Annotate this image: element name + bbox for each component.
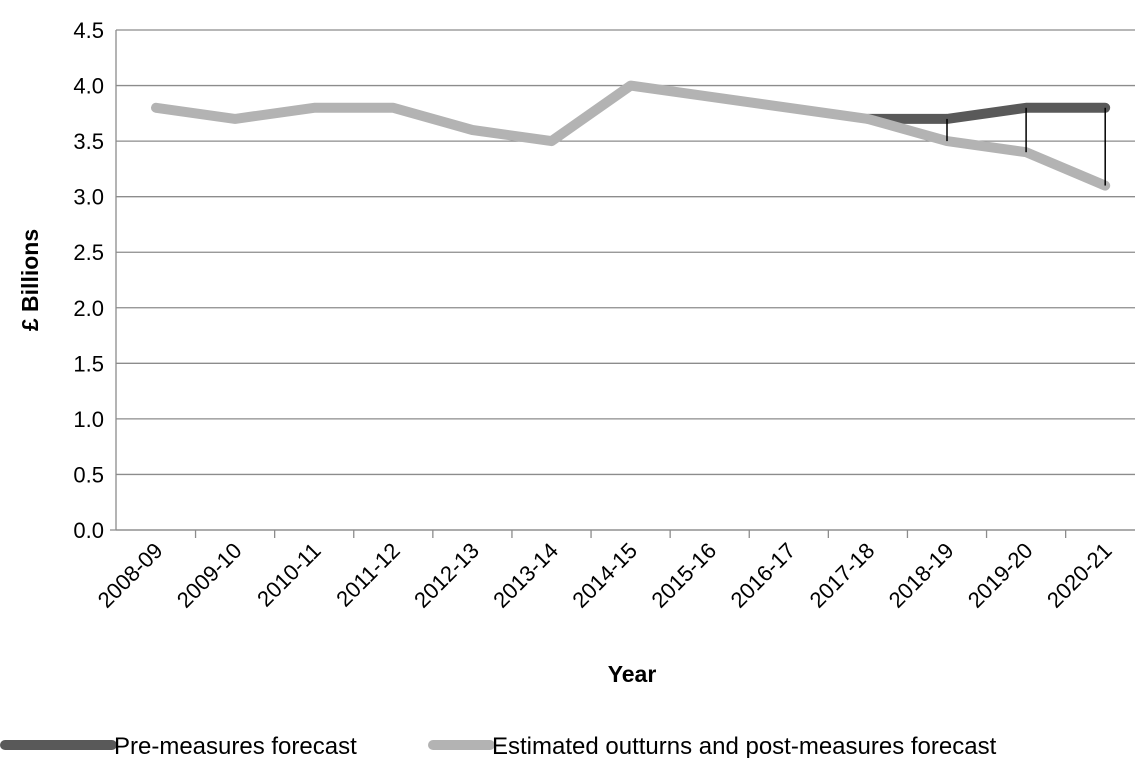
legend-label-2: Estimated outturns and post-measures for… bbox=[492, 733, 997, 758]
series-lines bbox=[151, 80, 1111, 191]
y-tick-label: 2.5 bbox=[73, 240, 104, 265]
y-tick-label: 3.0 bbox=[73, 185, 104, 210]
gap-markers bbox=[946, 107, 1106, 186]
y-tick-label: 1.0 bbox=[73, 407, 104, 432]
x-tick-label: 2014-15 bbox=[567, 538, 642, 613]
y-tick-label: 0.5 bbox=[73, 462, 104, 487]
y-tick-label: 2.0 bbox=[73, 296, 104, 321]
series-line-1 bbox=[862, 102, 1111, 124]
y-tick-labels: 0.0 0.5 1.0 1.5 2.0 2.5 3.0 3.5 4.0 4.5 bbox=[73, 18, 104, 543]
legend-label-1: Pre-measures forecast bbox=[114, 733, 357, 758]
x-tick-label: 2009-10 bbox=[172, 538, 247, 613]
x-tick-label: 2015-16 bbox=[646, 538, 721, 613]
x-tick-label: 2017-18 bbox=[805, 538, 880, 613]
x-tick-label: 2012-13 bbox=[409, 538, 484, 613]
y-tick-label: 4.5 bbox=[73, 18, 104, 43]
series-line-2 bbox=[151, 80, 1111, 191]
x-tick-label: 2016-17 bbox=[726, 538, 801, 613]
legend: Pre-measures forecast Estimated outturns … bbox=[0, 733, 997, 758]
x-tick-label: 2008-09 bbox=[93, 538, 168, 613]
x-tick-label: 2010-11 bbox=[252, 538, 326, 612]
x-tick-label: 2013-14 bbox=[488, 538, 563, 613]
x-tick-label: 2020-21 bbox=[1042, 538, 1117, 613]
x-axis-title: Year bbox=[608, 661, 657, 687]
y-tick-label: 4.0 bbox=[73, 74, 104, 99]
x-tick-label: 2019-20 bbox=[963, 538, 1038, 613]
y-tick-label: 0.0 bbox=[73, 518, 104, 543]
x-tick-label: 2011-12 bbox=[331, 538, 405, 612]
y-axis-title: £ Billions bbox=[17, 229, 43, 331]
y-tick-label: 3.5 bbox=[73, 129, 104, 154]
y-tick-label: 1.5 bbox=[73, 351, 104, 376]
gridlines bbox=[116, 29, 1135, 531]
x-tick-label: 2018-19 bbox=[884, 538, 959, 613]
